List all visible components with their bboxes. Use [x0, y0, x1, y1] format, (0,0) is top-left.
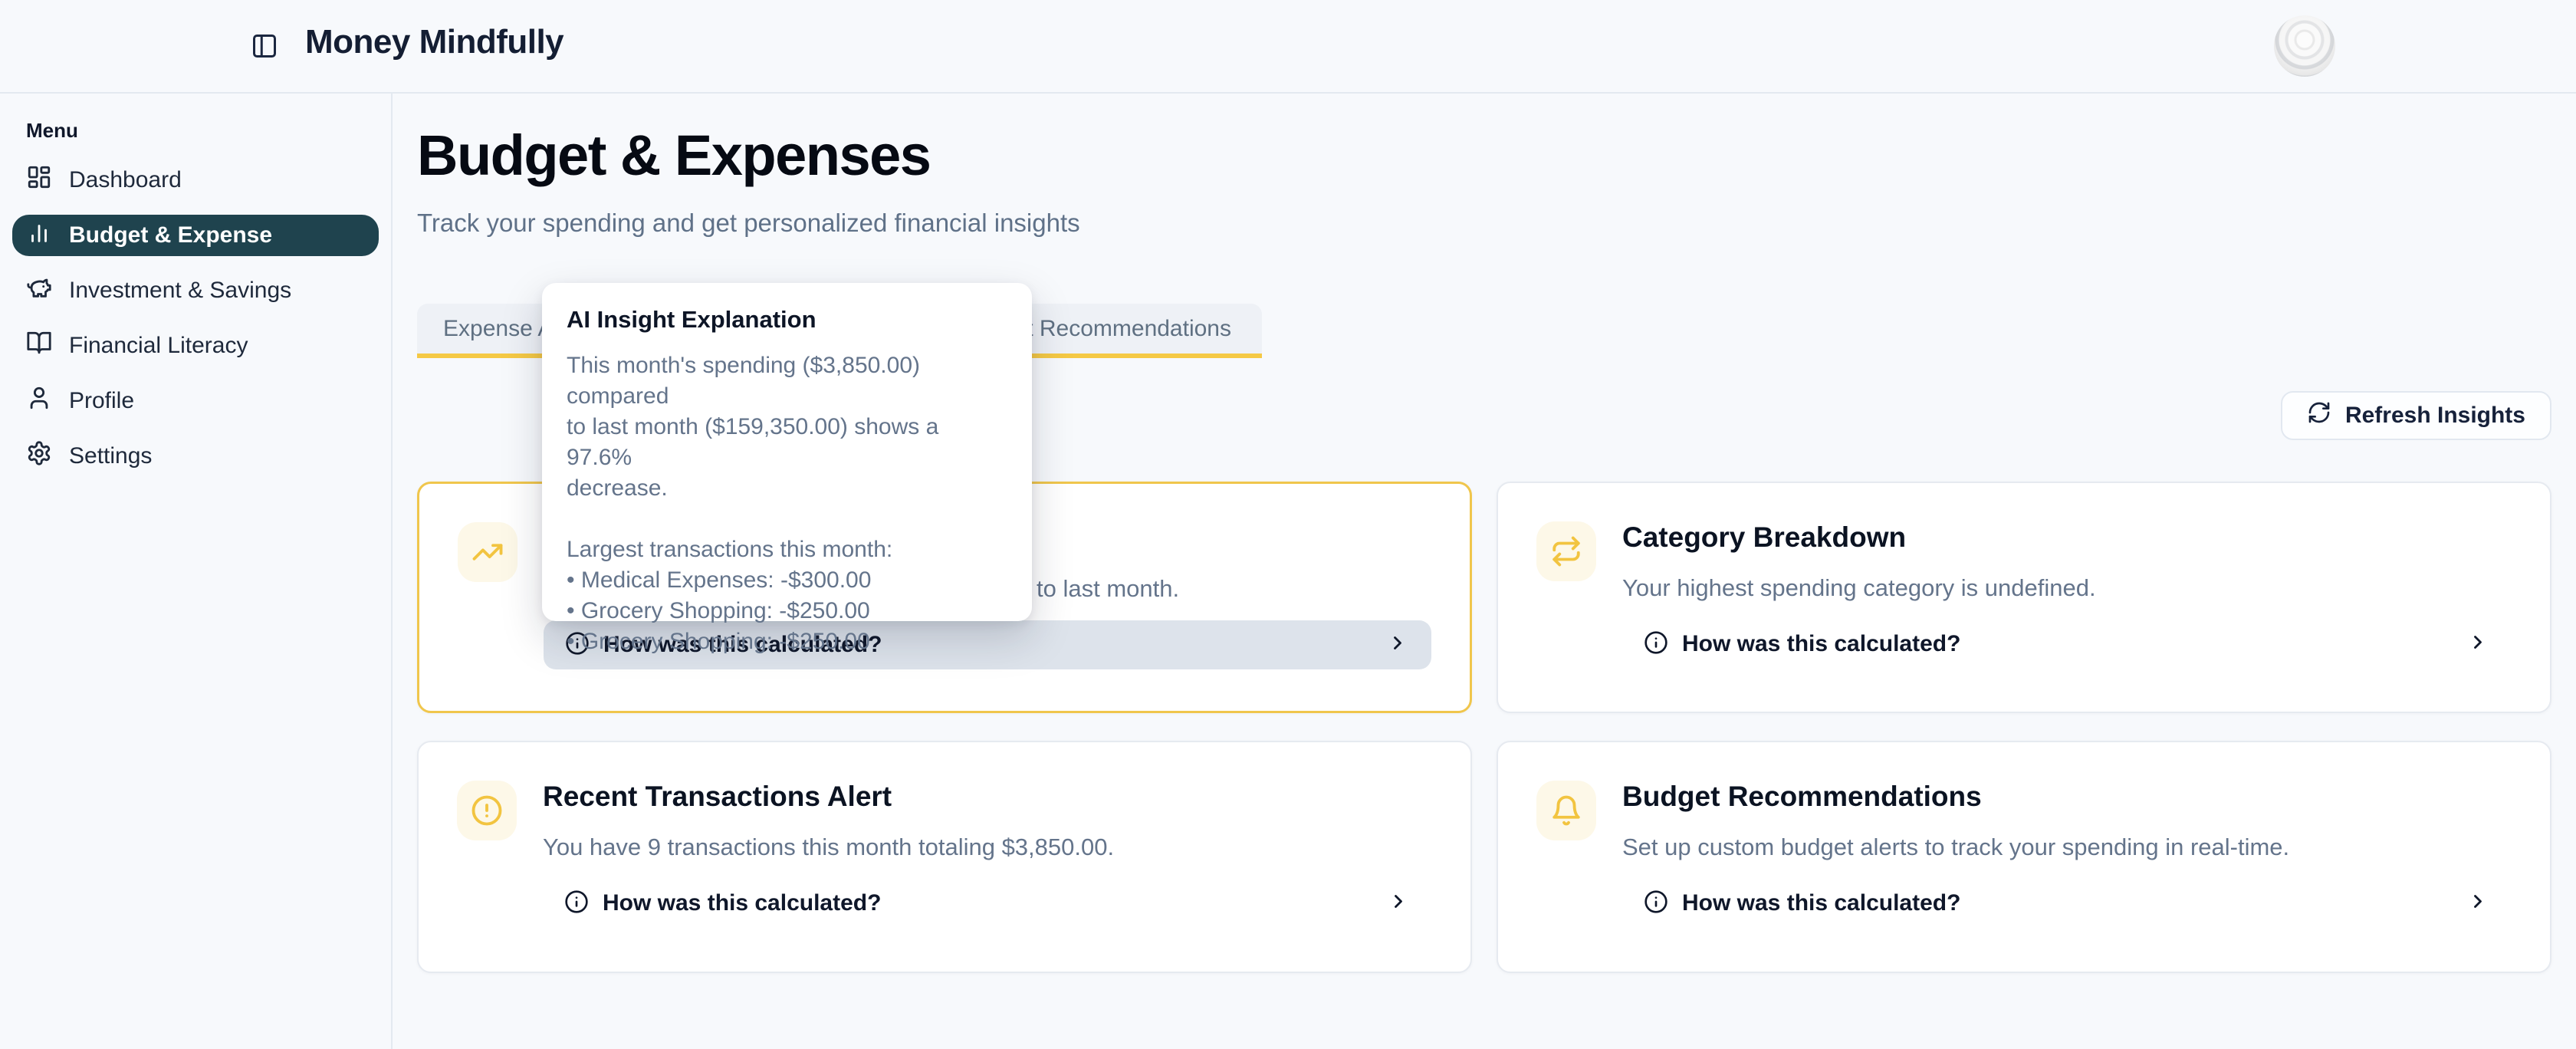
- chevron-right-icon: [2467, 632, 2489, 657]
- sidebar-section-label: Menu: [26, 119, 78, 142]
- sidebar-item-label: Budget & Expense: [69, 222, 273, 248]
- tooltip-list-intro: Largest transactions this month:: [567, 537, 893, 562]
- budget-recommendations-card: Budget Recommendations Set up custom bud…: [1497, 741, 2551, 973]
- refresh-insights-label: Refresh Insights: [2344, 403, 2525, 428]
- sidebar-item-label: Investment & Savings: [69, 278, 292, 303]
- how-calculated-label: How was this calculated?: [1682, 890, 1961, 916]
- category-breakdown-card: Category Breakdown Your highest spending…: [1497, 482, 2551, 713]
- sidebar-item-budget-expense[interactable]: Budget & Expense: [12, 215, 379, 256]
- sidebar-nav-list: Dashboard Budget & Expense Investment & …: [0, 159, 391, 477]
- tooltip-paragraph: This month's spending ($3,850.00) compar…: [567, 353, 939, 501]
- user-avatar[interactable]: [2274, 15, 2335, 77]
- info-icon: [565, 631, 590, 659]
- chevron-right-icon: [2467, 891, 2489, 916]
- chevron-right-icon: [1387, 633, 1408, 658]
- sidebar-item-dashboard[interactable]: Dashboard: [12, 159, 379, 201]
- page-title: Budget & Expenses: [417, 123, 932, 187]
- chevron-right-icon: [1388, 891, 1409, 916]
- how-calculated-label: How was this calculated?: [1682, 631, 1961, 656]
- how-calculated-row[interactable]: How was this calculated?: [544, 620, 1431, 669]
- insight-cards-grid: to last month. How was this calculated?: [417, 482, 2551, 973]
- bar-chart-icon: [26, 219, 52, 252]
- sidebar-item-label: Dashboard: [69, 167, 182, 192]
- sidebar: Menu Dashboard Budget & Expense Investme…: [0, 94, 393, 1049]
- how-calculated-row[interactable]: How was this calculated?: [1622, 879, 2512, 928]
- card-description: to last month.: [1037, 575, 1180, 602]
- app-title: Money Mindfully: [305, 23, 564, 61]
- gear-icon: [26, 440, 52, 472]
- info-icon: [1644, 630, 1668, 659]
- sidebar-item-financial-literacy[interactable]: Financial Literacy: [12, 325, 379, 367]
- card-description: Set up custom budget alerts to track you…: [1622, 834, 2290, 860]
- card-title: Budget Recommendations: [1622, 781, 1982, 812]
- repeat-icon: [1536, 521, 1596, 581]
- panel-left-icon: [251, 35, 278, 64]
- alert-circle-icon: [457, 781, 517, 840]
- info-icon: [564, 890, 589, 918]
- bell-icon: [1536, 781, 1596, 840]
- ai-insight-tooltip: AI Insight Explanation This month's spen…: [542, 283, 1032, 654]
- sidebar-toggle-button[interactable]: [248, 31, 281, 63]
- how-calculated-row[interactable]: How was this calculated?: [1622, 620, 2512, 669]
- app-header: Money Mindfully: [0, 0, 2576, 94]
- refresh-insights-button[interactable]: Refresh Insights: [2280, 391, 2551, 440]
- dashboard-grid-icon: [26, 164, 52, 196]
- card-title: Recent Transactions Alert: [543, 781, 892, 812]
- trending-up-icon: [458, 522, 518, 582]
- sidebar-item-label: Financial Literacy: [69, 333, 248, 358]
- sidebar-item-label: Profile: [69, 388, 135, 413]
- how-calculated-label: How was this calculated?: [603, 632, 882, 657]
- info-icon: [1644, 890, 1668, 918]
- sidebar-item-investment-savings[interactable]: Investment & Savings: [12, 270, 379, 311]
- user-icon: [26, 385, 52, 417]
- card-description: Your highest spending category is undefi…: [1622, 574, 2096, 601]
- sidebar-item-settings[interactable]: Settings: [12, 436, 379, 477]
- recent-transactions-card: Recent Transactions Alert You have 9 tra…: [417, 741, 1472, 973]
- sidebar-item-label: Settings: [69, 443, 153, 469]
- card-title: Category Breakdown: [1622, 521, 1907, 553]
- how-calculated-row[interactable]: How was this calculated?: [543, 879, 1432, 928]
- card-description: You have 9 transactions this month total…: [543, 834, 1115, 860]
- refresh-icon: [2307, 400, 2331, 431]
- page-subtitle: Track your spending and get personalized…: [417, 209, 1080, 237]
- piggy-bank-icon: [26, 275, 52, 307]
- how-calculated-label: How was this calculated?: [603, 890, 882, 916]
- tooltip-list: Largest transactions this month: • Medica…: [567, 534, 1009, 657]
- open-book-icon: [26, 330, 52, 362]
- tooltip-list-items: • Medical Expenses: -$300.00 • Grocery S…: [567, 567, 872, 654]
- sidebar-item-profile[interactable]: Profile: [12, 380, 379, 422]
- tooltip-title: AI Insight Explanation: [567, 306, 816, 333]
